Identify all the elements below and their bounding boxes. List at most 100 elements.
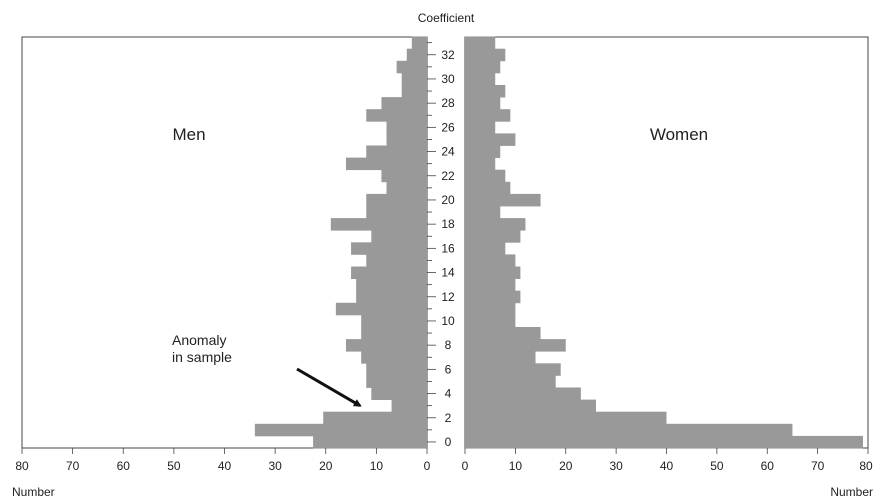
center-axis-tick-label: 24 [441, 145, 455, 159]
men-bar [386, 133, 427, 146]
men-bar [371, 387, 427, 400]
men-x-tick-label: 20 [319, 459, 333, 473]
women-x-tick-label: 0 [462, 459, 469, 473]
women-bar [465, 121, 496, 134]
women-bar [465, 327, 541, 340]
men-bar [366, 145, 427, 158]
center-axis-tick-label: 14 [441, 266, 455, 280]
women-series-label: Women [650, 125, 708, 144]
men-bar [356, 290, 427, 304]
women-bar [465, 266, 521, 279]
women-bar [465, 157, 496, 171]
center-axis-title: Coefficient [418, 11, 475, 25]
center-axis-tick-label: 2 [445, 411, 452, 425]
center-axis-tick-label: 28 [441, 96, 455, 110]
men-bar [351, 242, 427, 255]
men-bar [346, 157, 427, 171]
men-bar [335, 302, 427, 316]
men-x-tick-label: 50 [167, 459, 181, 473]
men-bar [411, 36, 427, 50]
women-x-tick-label: 80 [859, 459, 873, 473]
men-bar [401, 72, 427, 86]
women-bar [465, 399, 596, 413]
men-series-label: Men [172, 125, 205, 144]
center-axis-tick-label: 30 [441, 72, 455, 86]
men-bar [366, 375, 427, 388]
women-bar [465, 351, 536, 364]
center-axis-tick-label: 32 [441, 48, 455, 62]
women-bar [465, 278, 516, 292]
center-axis-tick-label: 4 [445, 387, 452, 401]
men-bar [313, 435, 427, 449]
men-x-tick-label: 0 [424, 459, 431, 473]
women-bars [465, 36, 863, 449]
women-bar [465, 36, 496, 50]
center-axis-tick-label: 0 [445, 435, 452, 449]
men-bar [254, 423, 427, 437]
men-x-axis-label: Number [12, 485, 55, 499]
women-x-tick-label: 10 [509, 459, 523, 473]
women-bar [465, 109, 511, 122]
men-bar [386, 181, 427, 195]
women-bar [465, 363, 561, 376]
women-bar [465, 181, 511, 195]
center-axis-tick-label: 6 [445, 362, 452, 376]
men-bar [366, 206, 427, 219]
men-bar [366, 363, 427, 376]
men-bar [401, 85, 427, 98]
women-bar [465, 423, 793, 437]
women-x-tick-label: 30 [609, 459, 623, 473]
men-bar [366, 109, 427, 122]
center-axis-tick-label: 22 [441, 169, 455, 183]
men-bar [330, 218, 427, 231]
women-bar [465, 339, 566, 352]
women-bar [465, 218, 526, 231]
center-axis-tick-label: 12 [441, 290, 455, 304]
men-bar [346, 339, 427, 352]
center-axis-tick-label: 10 [441, 314, 455, 328]
women-x-tick-label: 40 [660, 459, 674, 473]
men-bar [361, 327, 427, 340]
women-bar [465, 314, 516, 328]
center-axis-tick-label: 20 [441, 193, 455, 207]
women-bar [465, 60, 501, 74]
women-x-tick-label: 70 [811, 459, 825, 473]
men-x-tick-label: 80 [15, 459, 29, 473]
women-bar [465, 435, 863, 449]
women-bar [465, 387, 581, 400]
men-x-tick-label: 40 [218, 459, 232, 473]
annotation-text: Anomaly [172, 332, 226, 348]
men-x-tick-label: 30 [268, 459, 282, 473]
women-bar [465, 242, 506, 255]
women-bar [465, 48, 506, 62]
women-x-tick-label: 20 [559, 459, 573, 473]
women-x-axis-label: Number [830, 485, 873, 499]
men-bar [366, 193, 427, 207]
men-bar [396, 60, 427, 74]
women-bar [465, 193, 541, 207]
women-bar [465, 290, 521, 304]
women-bar [465, 85, 506, 98]
center-axis-tick-label: 18 [441, 217, 455, 231]
women-bar [465, 145, 501, 158]
men-bar [351, 266, 427, 279]
men-bar [391, 399, 427, 413]
men-bar [361, 314, 427, 328]
women-bar [465, 206, 501, 219]
center-axis-tick-label: 16 [441, 241, 455, 255]
men-bars [254, 36, 427, 449]
men-bar [323, 411, 427, 425]
men-bar [386, 121, 427, 134]
women-x-tick-label: 50 [710, 459, 724, 473]
men-bar [406, 48, 427, 62]
center-axis-tick-label: 26 [441, 120, 455, 134]
annotation-arrow [296, 367, 362, 407]
women-bar [465, 133, 516, 146]
men-x-tick-label: 60 [117, 459, 131, 473]
women-bar [465, 72, 496, 86]
men-bar [381, 97, 427, 110]
center-axis-tick-label: 8 [445, 338, 452, 352]
